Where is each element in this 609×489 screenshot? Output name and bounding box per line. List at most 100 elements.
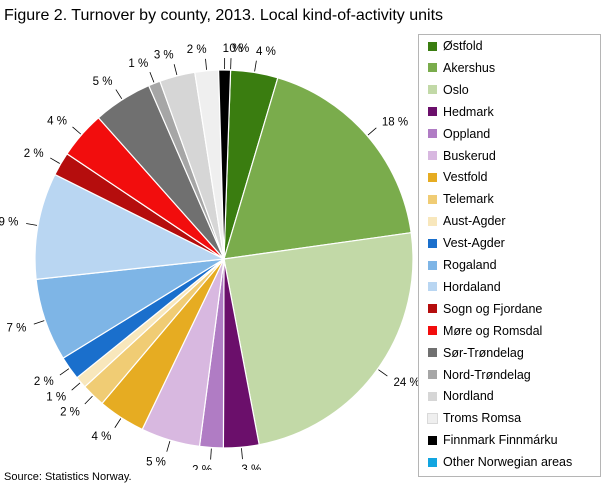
leader-line xyxy=(84,395,93,405)
leader-line xyxy=(367,127,377,136)
chart-title: Figure 2. Turnover by county, 2013. Loca… xyxy=(4,7,444,24)
legend-item: Østfold xyxy=(428,38,483,54)
legend-item: Møre og Romsdal xyxy=(428,323,542,339)
data-label: 3 % xyxy=(154,50,174,62)
legend-item: Other Norwegian areas xyxy=(428,454,572,470)
legend-label: Vest-Agder xyxy=(443,236,505,251)
legend-swatch xyxy=(428,435,437,445)
leader-line xyxy=(241,448,243,460)
leader-line xyxy=(205,58,207,70)
data-label: 2 % xyxy=(187,44,207,56)
legend-swatch xyxy=(428,85,437,95)
legend-label: Sør-Trøndelag xyxy=(443,345,524,360)
legend-item: Rogaland xyxy=(428,257,497,273)
legend-item: Finnmark Finnmárku xyxy=(428,432,558,448)
data-label: 0 % xyxy=(229,43,249,55)
legend-item: Sogn og Fjordane xyxy=(428,301,542,317)
legend-item: Vest-Agder xyxy=(428,235,505,251)
legend-label: Nord-Trøndelag xyxy=(443,367,531,382)
pie-slice-akershus xyxy=(223,77,412,260)
leader-line xyxy=(115,89,123,100)
pie-slice-hordaland xyxy=(34,173,227,281)
data-label: 18 % xyxy=(382,116,408,128)
pie-chart: 4 % 18 % 24 % 3 % 2 % 5 % 4 % 2 % 1 % 2 % 7 % 9 % 2 … xyxy=(0,43,420,470)
leader-line xyxy=(33,320,45,325)
leader-line xyxy=(72,126,82,135)
data-label: 4 % xyxy=(47,115,67,127)
legend-label: Hedmark xyxy=(443,104,494,119)
pie-slice-oslo xyxy=(223,232,414,446)
legend-label: Telemark xyxy=(443,192,494,207)
legend-label: Other Norwegian areas xyxy=(443,455,573,470)
legend-swatch xyxy=(428,348,437,358)
legend-swatch xyxy=(428,326,437,336)
data-label: 5 % xyxy=(93,76,113,88)
leader-line xyxy=(50,157,60,164)
leader-line xyxy=(166,441,171,452)
legend-item: Sør-Trøndelag xyxy=(428,345,524,361)
legend-swatch xyxy=(428,151,437,160)
leader-line xyxy=(149,72,155,83)
legend-item: Hedmark xyxy=(428,104,494,120)
leader-line xyxy=(71,382,81,391)
legend-label: Oppland xyxy=(443,126,491,141)
legend-swatch xyxy=(428,41,437,51)
legend-item: Oslo xyxy=(428,82,469,98)
legend-label: Buskerud xyxy=(443,148,496,163)
legend-label: Nordland xyxy=(443,389,494,404)
legend-item: Aust-Agder xyxy=(428,213,506,229)
data-label: 24 % xyxy=(393,377,419,389)
legend-swatch xyxy=(428,238,437,248)
legend-label: Møre og Romsdal xyxy=(443,323,543,338)
legend-swatch xyxy=(428,129,437,139)
pie-slice-finnmark-finnm-rku xyxy=(217,69,232,260)
leader-line xyxy=(114,418,122,428)
legend-label: Troms Romsa xyxy=(443,411,522,426)
legend-label: Rogaland xyxy=(443,258,497,272)
legend-item: Troms Romsa xyxy=(427,410,522,426)
legend-swatch xyxy=(428,194,437,204)
legend-item: Vestfold xyxy=(428,169,487,185)
data-label: 1 % xyxy=(223,43,243,55)
source-note: Source: Statistics Norway. xyxy=(4,471,132,483)
data-label: 4 % xyxy=(92,431,112,443)
legend-swatch xyxy=(428,457,437,467)
data-label: 9 % xyxy=(0,217,18,229)
legend-item: Hordaland xyxy=(428,279,501,295)
data-label: 1 % xyxy=(46,392,66,404)
data-label: 2 % xyxy=(60,406,80,418)
leader-line xyxy=(254,60,257,72)
leader-line xyxy=(173,64,178,76)
legend-swatch xyxy=(428,260,437,270)
legend-swatch xyxy=(428,107,437,117)
legend-label: Hordaland xyxy=(443,279,501,294)
legend-label: Oslo xyxy=(443,82,469,97)
data-label: 2 % xyxy=(192,465,212,470)
legend-swatch xyxy=(428,172,437,182)
leader-line xyxy=(26,223,38,226)
legend-item: Akershus xyxy=(428,60,495,76)
legend-swatch xyxy=(428,216,437,226)
data-label: 4 % xyxy=(256,46,276,58)
legend-label: Finnmark Finnmárku xyxy=(443,433,558,448)
leader-line xyxy=(210,448,212,460)
legend-label: Østfold xyxy=(443,39,483,53)
legend-swatch xyxy=(427,412,438,424)
legend-swatch xyxy=(428,63,437,73)
legend-label: Aust-Agder xyxy=(443,214,506,229)
chart-legend: Østfold Akershus Oslo Hedmark Oppland Buskeru… xyxy=(418,34,601,477)
leader-line xyxy=(59,368,70,376)
data-label: 1 % xyxy=(128,58,148,70)
legend-label: Sogn og Fjordane xyxy=(443,301,543,316)
data-label: 2 % xyxy=(34,376,54,388)
data-label: 7 % xyxy=(7,322,27,334)
legend-swatch xyxy=(428,304,437,314)
legend-label: Vestfold xyxy=(443,170,488,185)
legend-swatch xyxy=(428,282,437,292)
legend-item: Buskerud xyxy=(428,148,496,164)
data-label: 2 % xyxy=(24,148,44,160)
legend-swatch xyxy=(428,391,437,401)
legend-item: Nordland xyxy=(428,388,494,404)
legend-swatch xyxy=(428,370,437,379)
data-label: 3 % xyxy=(241,464,261,470)
